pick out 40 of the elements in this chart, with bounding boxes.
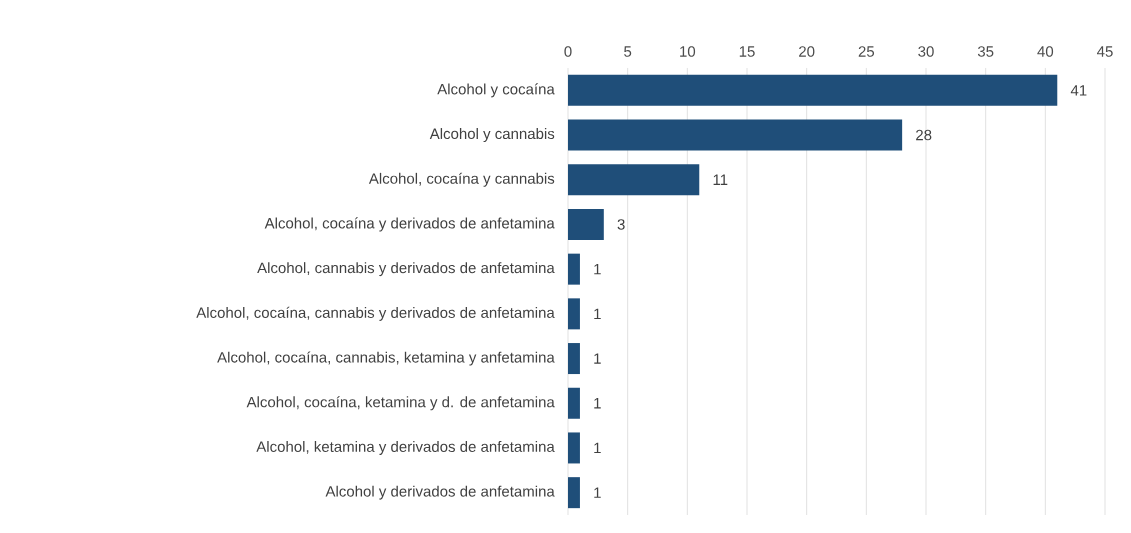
x-tick-label: 15	[739, 46, 755, 57]
data-label: 41	[1070, 85, 1087, 96]
bar	[568, 74, 1058, 106]
x-tick-label: 10	[680, 46, 696, 57]
y-tick-label: Alcohol y cocaína	[437, 83, 555, 98]
data-label: 1	[594, 308, 601, 320]
x-tick-label: 30	[918, 46, 934, 57]
y-tick-label: Alcohol, cocaína y derivados de anfetamina	[264, 217, 555, 232]
y-tick-label: Alcohol, cocaína y cannabis	[368, 172, 555, 187]
data-label: 3	[617, 219, 625, 230]
y-tick-label: Alcohol, cocaína, ketamina y d. de anfetamina	[246, 396, 555, 411]
bar	[568, 477, 580, 509]
data-label: 11	[713, 174, 728, 185]
data-label: 1	[594, 442, 601, 454]
y-tick-label: Alcohol, cocaína, cannabis, ketamina y anfetamina	[217, 351, 555, 366]
x-tick-label: 35	[977, 46, 994, 57]
data-label: 1	[594, 487, 601, 498]
y-tick-label: Alcohol, cocaína, cannabis y derivados de anfetamina	[196, 306, 555, 321]
bar	[568, 298, 580, 330]
bar	[568, 343, 580, 375]
data-label: 1	[594, 353, 601, 364]
y-tick-label: Alcohol y derivados de anfetamina	[325, 485, 555, 500]
x-tick-label: 5	[624, 46, 632, 57]
data-label: 1	[594, 263, 601, 275]
x-tick-label: 20	[799, 46, 815, 57]
x-tick-label: 40	[1037, 46, 1054, 57]
x-tick-label: 45	[1097, 46, 1113, 57]
x-tick-label: 25	[858, 46, 875, 57]
data-label: 1	[594, 398, 601, 409]
bar	[568, 432, 580, 464]
bar	[568, 119, 903, 151]
x-tick-label: 0	[564, 46, 572, 57]
y-tick-label: Alcohol y cannabis	[429, 128, 555, 143]
y-tick-label: Alcohol, cannabis y derivados de anfetamina	[257, 262, 555, 277]
bar	[568, 253, 580, 285]
bar	[568, 208, 604, 240]
bar	[568, 164, 700, 196]
y-tick-label: Alcohol, ketamina y derivados de anfetamina	[256, 440, 555, 455]
data-label: 28	[916, 129, 932, 141]
bar	[568, 387, 580, 419]
